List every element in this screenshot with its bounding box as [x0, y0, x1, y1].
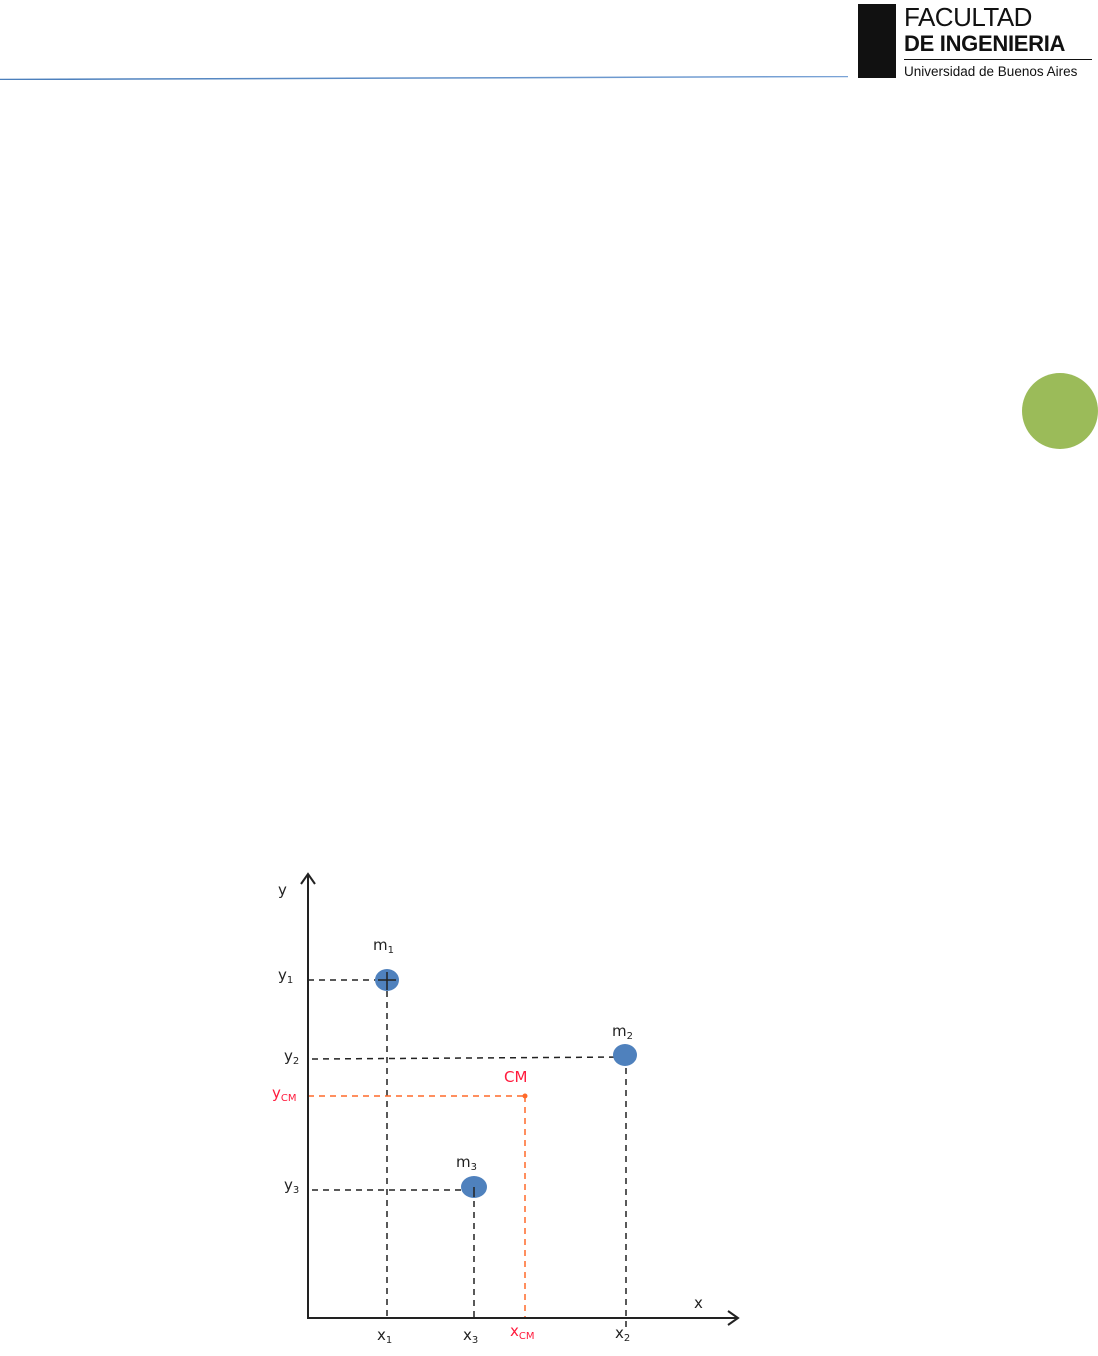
xcm-label: xCM [510, 1322, 535, 1342]
cm-label: CM [504, 1068, 527, 1086]
y1-label: y1 [278, 966, 293, 986]
logo-line-2: DE INGENIERIA [904, 31, 1066, 56]
logo-line-1: FACULTAD [904, 2, 1032, 32]
x2-label: x2 [615, 1324, 630, 1344]
faculty-logo: FACULTAD DE INGENIERIA Universidad de Bu… [858, 2, 1094, 80]
x-axis-label: x [694, 1294, 703, 1312]
side-marker-circle [1022, 373, 1098, 449]
mass-2-label: m2 [612, 1022, 633, 1042]
mass-3-label: m3 [456, 1153, 477, 1173]
cm-point [522, 1093, 528, 1099]
mass-1-label: m1 [373, 936, 394, 956]
guide-y2 [311, 1056, 626, 1060]
x-axis-arrow-icon [727, 1310, 740, 1326]
logo-emblem-icon [858, 4, 896, 78]
ycm-label: yCM [272, 1084, 297, 1104]
y-axis-arrow-icon [300, 872, 316, 885]
y2-label: y2 [284, 1047, 299, 1067]
logo-divider [904, 59, 1092, 60]
x3-label: x3 [463, 1326, 478, 1346]
header-rule [0, 76, 848, 80]
mass-2 [613, 1044, 637, 1066]
logo-line-3: Universidad de Buenos Aires [904, 64, 1078, 79]
y-axis-label: y [278, 881, 287, 899]
y3-label: y3 [284, 1176, 299, 1196]
x1-label: x1 [377, 1326, 392, 1346]
